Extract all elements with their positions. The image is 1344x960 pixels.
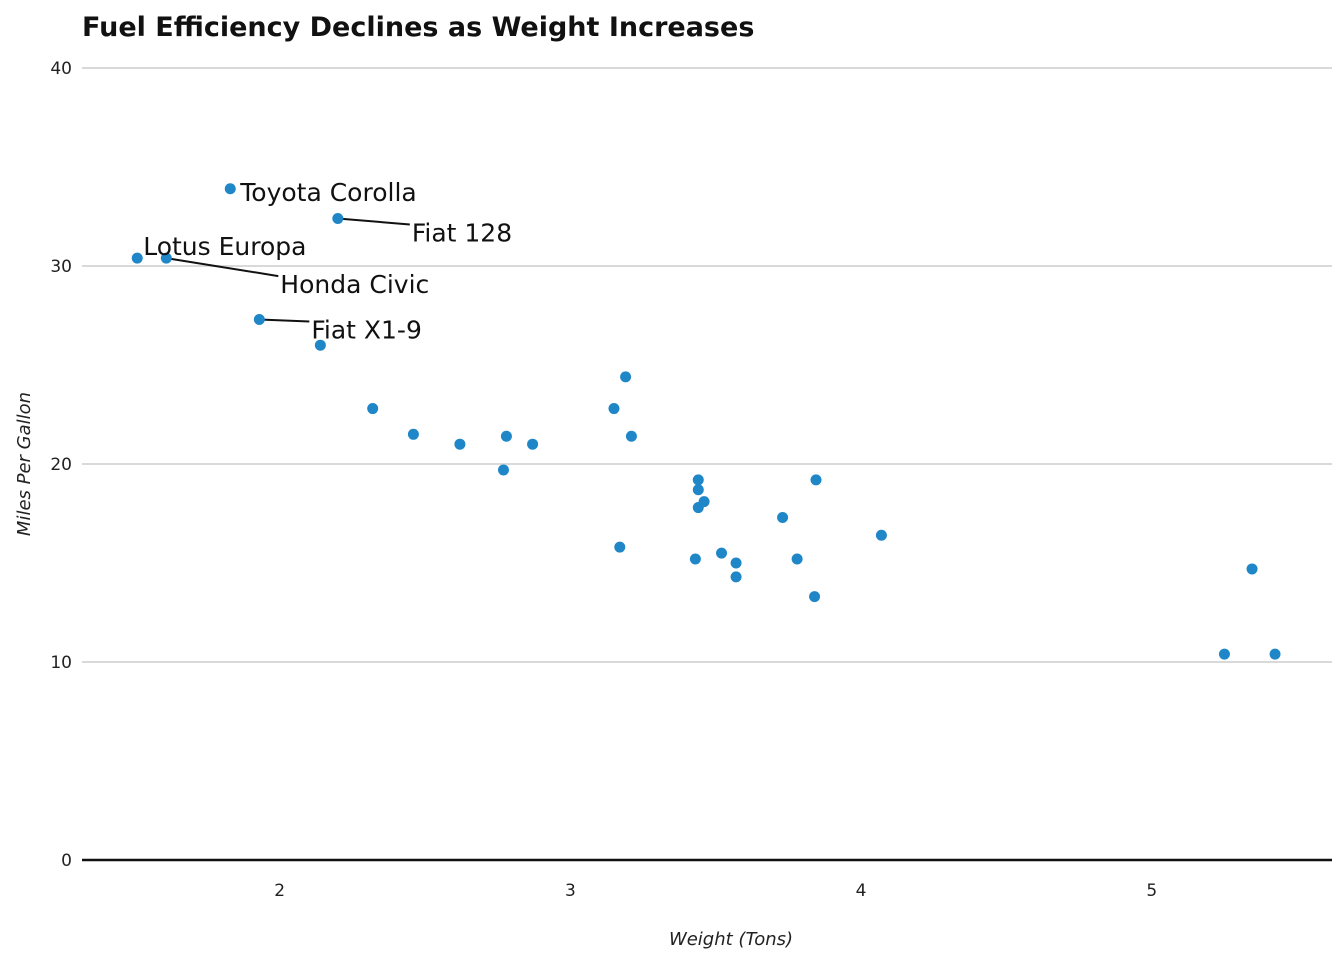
annotation-leaders (166, 217, 410, 323)
data-point (454, 438, 466, 450)
data-point (224, 183, 236, 195)
data-point (131, 252, 143, 264)
data-point (407, 428, 419, 440)
y-tick-label: 40 (50, 59, 72, 79)
y-tick-label: 0 (61, 851, 72, 871)
chart-title: Fuel Efficiency Declines as Weight Incre… (82, 12, 755, 43)
data-point (730, 571, 742, 583)
data-point (332, 212, 344, 224)
x-axis-title: Weight (Tons) (669, 929, 793, 950)
annotation-label: Lotus Europa (143, 232, 306, 261)
data-point (620, 371, 632, 383)
data-point (614, 541, 626, 553)
data-point (253, 313, 265, 325)
data-point (716, 547, 728, 559)
data-point (1218, 648, 1230, 660)
x-tick-labels: 2 3 4 5 (274, 881, 1157, 901)
y-tick-label: 10 (50, 653, 72, 673)
data-point (500, 430, 512, 442)
x-tick-label: 2 (274, 881, 285, 901)
data-point (791, 553, 803, 565)
y-tick-label: 20 (50, 455, 72, 475)
data-point (367, 403, 379, 415)
data-point (692, 484, 704, 496)
data-point (608, 403, 620, 415)
y-axis-title: Miles Per Gallon (14, 392, 35, 536)
data-point (730, 557, 742, 569)
annotation-leader (259, 318, 310, 323)
data-point (625, 430, 637, 442)
annotation-label: Fiat 128 (412, 218, 512, 247)
data-point (160, 252, 172, 264)
y-tick-labels: 0 10 20 30 40 (50, 59, 72, 871)
data-point (527, 438, 539, 450)
x-tick-label: 4 (856, 881, 867, 901)
data-point (498, 464, 510, 476)
data-point (692, 474, 704, 486)
x-tick-label: 5 (1146, 881, 1157, 901)
data-point (698, 496, 710, 508)
y-tick-label: 30 (50, 257, 72, 277)
data-point (1246, 563, 1258, 575)
data-point (810, 474, 822, 486)
data-point (314, 339, 326, 351)
data-point (875, 529, 887, 541)
annotation-label: Fiat X1-9 (311, 315, 422, 344)
annotation-label: Honda Civic (280, 270, 429, 299)
gridlines (82, 67, 1332, 663)
data-point (1269, 648, 1281, 660)
annotation-labels: Toyota Corolla Fiat 128 Lotus Europa Honda … (143, 178, 512, 345)
data-point (777, 511, 789, 523)
data-point (809, 591, 821, 603)
data-points (131, 183, 1281, 660)
data-point (689, 553, 701, 565)
annotation-leader (166, 257, 279, 278)
annotation-label: Toyota Corolla (239, 178, 416, 207)
x-tick-label: 3 (565, 881, 576, 901)
annotation-leader (337, 217, 410, 226)
